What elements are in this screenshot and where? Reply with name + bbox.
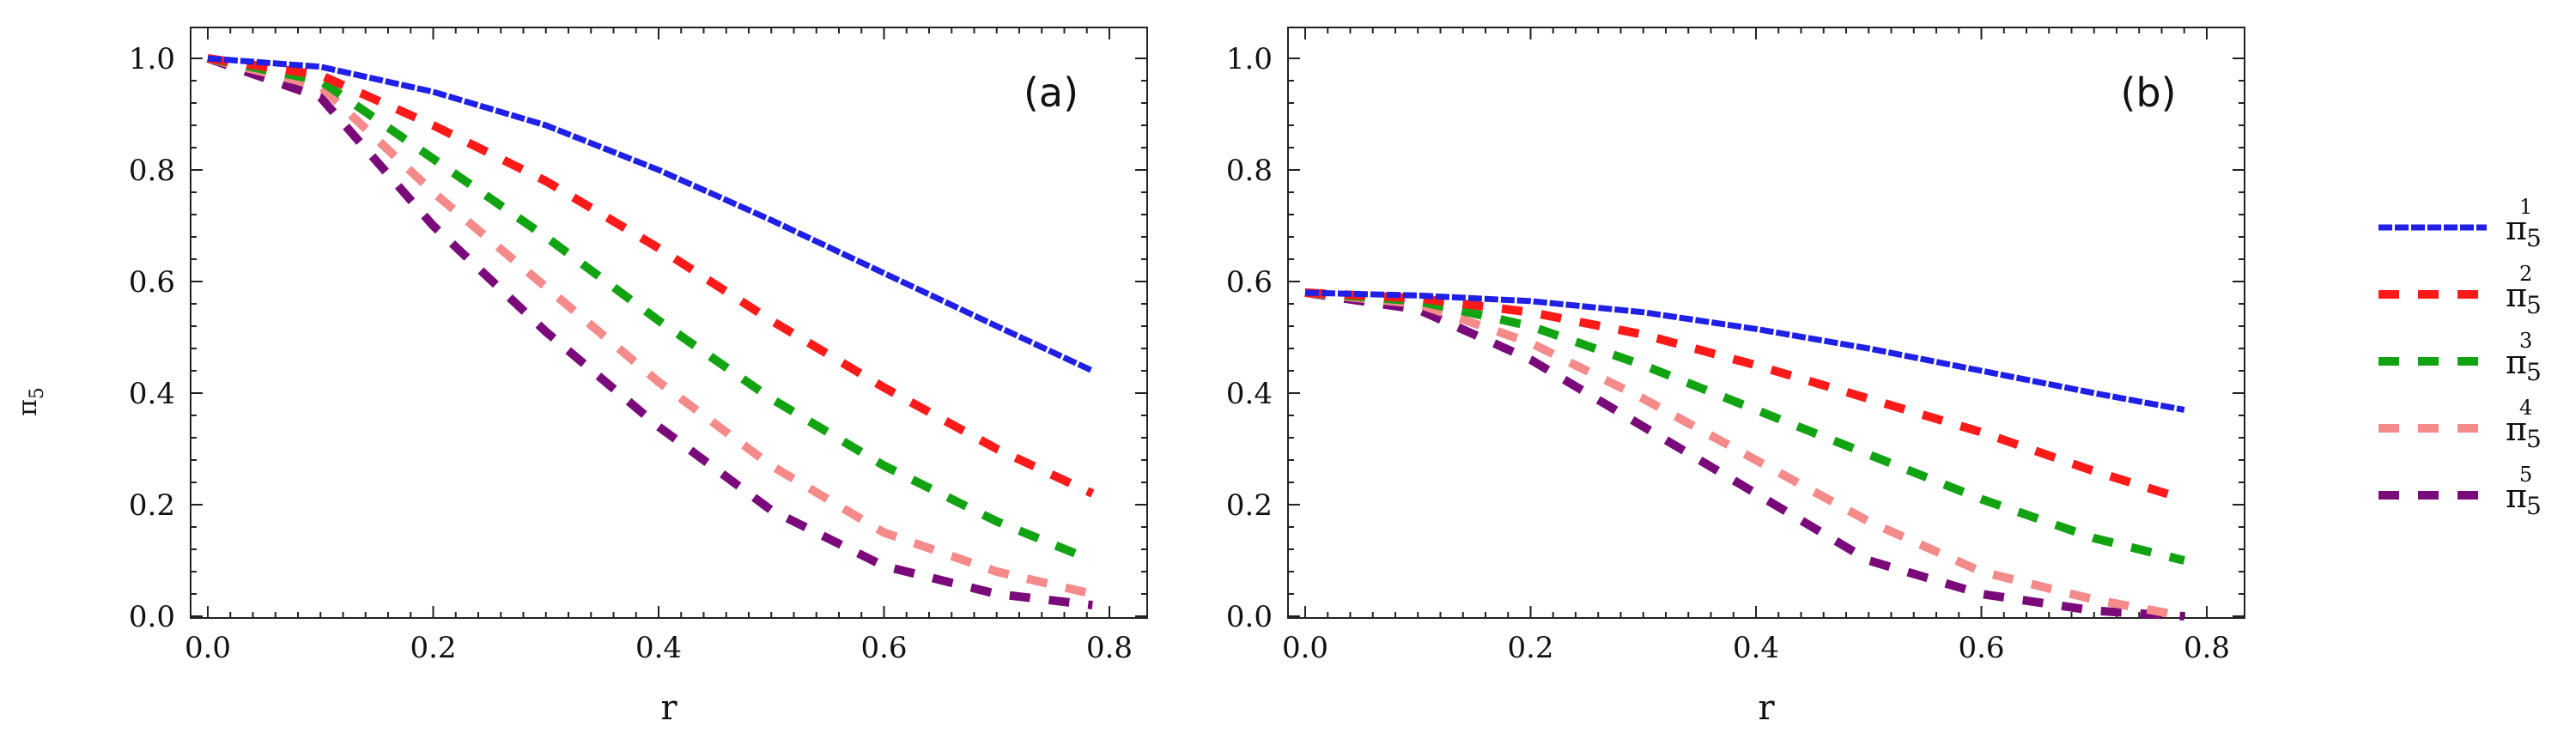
- legend-label: π2 5: [2506, 262, 2542, 319]
- panel-label: (b): [2120, 70, 2176, 116]
- legend-label: π3 5: [2506, 329, 2542, 386]
- x-tick-label: 0.8: [1086, 631, 1133, 665]
- legend-label-sub: 5: [2526, 358, 2542, 386]
- y-axis-title: π5: [13, 387, 48, 416]
- x-axis-title: r: [660, 688, 677, 728]
- x-tick-label: 0.4: [1733, 631, 1779, 665]
- legend-label-sup: 4: [2519, 396, 2532, 420]
- series-line: [1304, 289, 2185, 413]
- legend-label-sub: 5: [2526, 492, 2542, 520]
- y-tick-label: 1.0: [1226, 42, 1273, 76]
- series-line: [207, 55, 1094, 374]
- x-tick-label: 0.8: [2184, 631, 2230, 665]
- x-tick-label: 0.2: [410, 631, 456, 665]
- y-tick-label: 1.0: [129, 42, 175, 76]
- legend-label-sup: 2: [2519, 262, 2532, 286]
- legend-label-sup: 3: [2519, 329, 2532, 353]
- series-line: [1304, 288, 2185, 621]
- x-tick-label: 0.6: [860, 631, 907, 665]
- y-axis-title-base: π: [13, 399, 43, 416]
- legend-label-sub: 5: [2526, 425, 2542, 453]
- legend-label-sup: 5: [2519, 463, 2532, 487]
- legend-label-base: π: [2506, 276, 2527, 314]
- legend-label: π1 5: [2506, 195, 2542, 252]
- legend: π1 5π2 5π3 5π4 5π5 5: [2379, 195, 2542, 520]
- y-tick-label: 0.6: [129, 265, 175, 300]
- x-tick-label: 0.0: [185, 631, 231, 665]
- x-tick-label: 0.2: [1507, 631, 1553, 665]
- x-tick-label: 0.0: [1282, 631, 1328, 665]
- x-tick-label: 0.6: [1958, 631, 2004, 665]
- series-line: [1304, 288, 2186, 504]
- series-line: [1304, 288, 2186, 565]
- y-tick-label: 0.4: [1226, 377, 1273, 411]
- y-tick-label: 0.0: [129, 600, 175, 634]
- legend-label-base: π: [2506, 209, 2527, 247]
- y-tick-label: 0.8: [129, 154, 175, 188]
- y-axis-title-sub: 5: [27, 387, 48, 399]
- legend-label-base: π: [2506, 477, 2527, 515]
- legend-label-sub: 5: [2526, 291, 2542, 319]
- series-line: [207, 54, 1095, 565]
- y-tick-label: 0.4: [129, 377, 175, 411]
- series-line: [207, 54, 1095, 498]
- panel-label: (a): [1024, 70, 1078, 116]
- x-axis-title: r: [1758, 688, 1775, 728]
- y-tick-label: 0.2: [1226, 488, 1273, 523]
- series-line: [206, 54, 1094, 598]
- panel-b: 0.0 0.2 0.4 0.6 0.8 0.0 0.2 0.4 0.6 0.8 1.0 r (b): [1226, 27, 2245, 728]
- legend-label-sub: 5: [2526, 224, 2542, 252]
- plot-frame: [1287, 27, 2245, 619]
- y-tick-label: 0.2: [129, 488, 175, 523]
- legend-label-base: π: [2506, 343, 2527, 381]
- x-tick-label: 0.4: [635, 631, 682, 665]
- legend-label: π5 5: [2506, 463, 2542, 520]
- legend-label: π4 5: [2506, 396, 2542, 453]
- y-tick-label: 0.8: [1226, 154, 1273, 188]
- y-tick-label: 0.0: [1226, 600, 1273, 634]
- panel-a: 0.0 0.2 0.4 0.6 0.8 0.0 0.2 0.4 0.6 0.8 1.0 r (a): [129, 27, 1148, 728]
- legend-label-base: π: [2506, 410, 2527, 448]
- plot-frame: [190, 27, 1148, 619]
- legend-label-sup: 1: [2519, 195, 2532, 219]
- y-tick-label: 0.6: [1226, 265, 1273, 300]
- series-line: [206, 54, 1093, 609]
